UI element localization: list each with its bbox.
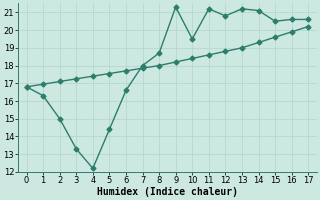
X-axis label: Humidex (Indice chaleur): Humidex (Indice chaleur)	[97, 186, 238, 197]
